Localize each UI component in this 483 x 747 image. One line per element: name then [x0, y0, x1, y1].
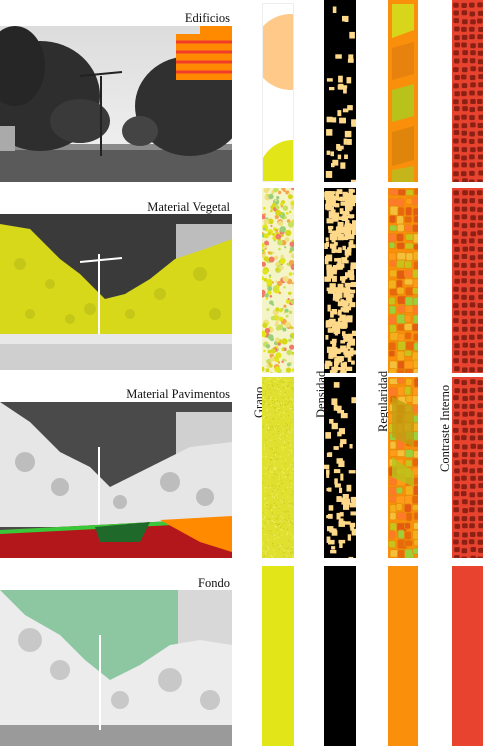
grano-strip-pavimentos: [262, 377, 294, 558]
photo-edificios: [0, 26, 232, 182]
densidad-strip-pavimentos: [324, 377, 356, 558]
grano-strip-vegetal: [262, 188, 294, 373]
row-label-fondo: Fondo: [198, 576, 230, 590]
densidad-strip-edificios: [324, 0, 356, 182]
densidad-strip-vegetal: [324, 188, 356, 373]
contraste-strip-fondo: [452, 566, 483, 746]
grano-strip-edificios: [262, 3, 294, 182]
row-label-edificios: Edificios: [184, 11, 230, 25]
photo-material-pavimentos: [0, 402, 232, 558]
photo-material-vegetal: [0, 214, 232, 370]
regularidad-strip-pavimentos: [388, 377, 418, 558]
regularidad-strip-fondo: [388, 566, 418, 746]
contraste-strip-vegetal: [452, 188, 483, 373]
regularidad-strip-vegetal: [388, 188, 418, 373]
row-label-material-pavimentos: Material Pavimentos: [126, 387, 230, 401]
col-title-contraste-interno: Contraste Interno: [438, 384, 452, 472]
row-label-material-vegetal: Material Vegetal: [147, 200, 230, 214]
contraste-strip-edificios: [452, 0, 483, 182]
photo-fondo: [0, 590, 232, 746]
contraste-strip-pavimentos: [452, 377, 483, 558]
grano-strip-fondo: [262, 566, 294, 746]
densidad-strip-fondo: [324, 566, 356, 746]
regularidad-strip-edificios: [388, 0, 418, 182]
